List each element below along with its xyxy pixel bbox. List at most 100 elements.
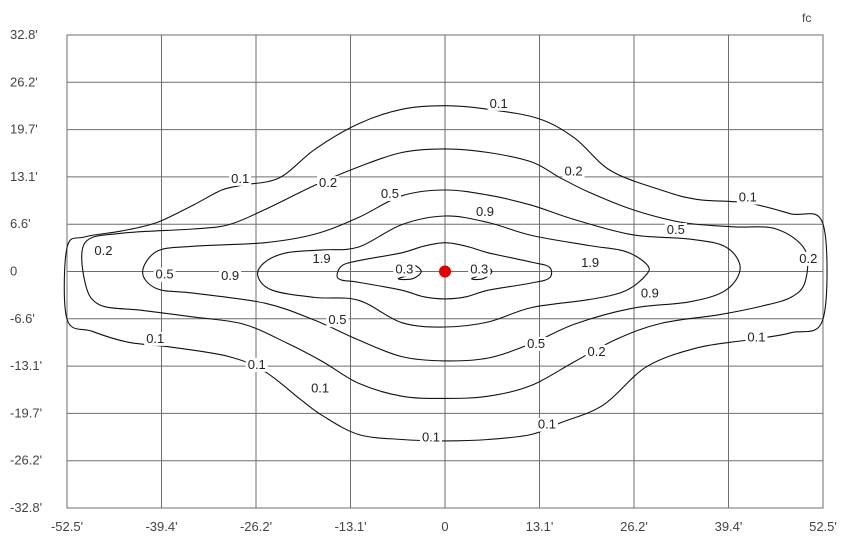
y-tick-label: 6.6' — [10, 216, 31, 231]
x-tick-label: 13.1' — [526, 519, 554, 534]
unit-label: fc — [802, 11, 811, 25]
contour-label-bg — [736, 190, 759, 205]
contour-label-text: 0.1 — [490, 96, 508, 111]
contour-label-text: 0.2 — [94, 243, 112, 258]
contour-labels: 0.1 0.1 0.1 0.1 0.1 0.1 0.1 0.1 0.1 0.2 0.2 0.2 0.2 0… — [92, 96, 820, 445]
contour-label: 0.9 — [219, 268, 242, 284]
contour-label-bg — [310, 251, 333, 266]
contour-label: 0.1 — [144, 331, 167, 346]
contour-label-bg — [153, 267, 176, 282]
y-tick-label: -6.6' — [10, 311, 35, 326]
contour-label-text: 0.5 — [328, 312, 346, 327]
contour-label-text: 0.1 — [422, 430, 440, 445]
y-tick-label: -19.7' — [10, 405, 42, 420]
y-tick-label: -13.1' — [10, 358, 42, 373]
contour-label-text: 0.1 — [739, 190, 757, 205]
contour-label-text: 0.1 — [231, 171, 249, 186]
contour-label: 0.1 — [309, 381, 332, 396]
x-tick-label: 0 — [441, 519, 448, 534]
contour-label-bg — [326, 313, 349, 328]
x-tick-label: 26.2' — [620, 519, 648, 534]
contour-label: 0.2 — [317, 175, 340, 191]
contour-label-bg — [468, 262, 491, 277]
contour-label: 0.2 — [562, 164, 585, 179]
contour-label: 0.9 — [638, 285, 661, 301]
contour-label: 0.9 — [473, 204, 497, 219]
contour-label-text: 0.3 — [395, 262, 413, 277]
contour-label: 0.1 — [487, 96, 510, 111]
contour-label-text: 1.9 — [581, 255, 599, 270]
contour-label-text: 0.9 — [476, 204, 494, 219]
contour-label-bg — [317, 176, 340, 191]
contour-label-bg — [419, 430, 443, 445]
contour-label: 0.1 — [736, 190, 759, 205]
contour-label-bg — [219, 269, 242, 284]
contour-label: 0.1 — [419, 430, 443, 445]
contour-label: 0.5 — [378, 186, 401, 201]
y-tick-label: 32.8' — [10, 27, 38, 42]
contour-label-text: 0.5 — [156, 267, 174, 282]
x-tick-label: -13.1' — [334, 519, 366, 534]
contour-label-bg — [229, 171, 252, 186]
contour-label-text: 0.1 — [146, 331, 164, 346]
contour-label-text: 0.2 — [319, 175, 337, 190]
contour-label-text: 0.5 — [527, 336, 545, 351]
contour-label-bg — [92, 243, 115, 258]
contour-label: 0.1 — [745, 329, 768, 345]
x-tick-label: -26.2' — [240, 519, 272, 534]
contour-label-bg — [393, 262, 416, 277]
contour-label-bg — [585, 344, 608, 359]
contour-label: 0.2 — [797, 251, 820, 266]
contour-label: 1.9 — [310, 251, 333, 266]
contour-label-bg — [487, 96, 510, 111]
contour-label: 0.1 — [229, 171, 252, 186]
axis-ticks: -52.5' -39.4' -26.2' -13.1' 0 13.1' 26.2' 39.4'… — [10, 27, 837, 534]
contour-label: 0.5 — [525, 336, 548, 351]
contour-label-text: 0.2 — [799, 251, 817, 266]
contour-label-text: 0.5 — [667, 222, 685, 237]
contour-label-text: 1.9 — [313, 251, 331, 266]
y-tick-label: 26.2' — [10, 74, 38, 89]
contour-label-bg — [562, 164, 585, 179]
y-tick-label: 13.1' — [10, 169, 38, 184]
contour-label: 1.9 — [579, 255, 602, 271]
contour-label-text: 0.2 — [565, 164, 583, 179]
plot-frame — [66, 34, 824, 509]
contour-label-bg — [309, 381, 332, 396]
y-tick-label: 19.7' — [10, 122, 38, 137]
contour-label: 0.3 — [393, 262, 416, 277]
contour-label-bg — [245, 357, 268, 372]
contour-label: 0.1 — [535, 417, 558, 432]
contour-label-bg — [473, 204, 497, 219]
contour-label-text: 0.1 — [747, 329, 765, 344]
contour-label-text: 0.1 — [248, 357, 266, 372]
x-tick-label: -52.5' — [51, 519, 83, 534]
y-tick-label: 0 — [10, 264, 17, 279]
contour-label-bg — [638, 286, 661, 301]
x-tick-label: 39.4' — [715, 519, 743, 534]
contour-0.9 — [257, 215, 650, 328]
contour-label-text: 0.3 — [470, 262, 488, 277]
contour-label-bg — [144, 331, 167, 346]
contour-label: 0.5 — [664, 222, 687, 238]
contour-label-bg — [579, 256, 602, 271]
contour-0.1 — [63, 105, 828, 442]
contour-0.5 — [142, 189, 741, 362]
x-tick-label: -39.4' — [145, 519, 177, 534]
contour-lines — [63, 105, 828, 442]
contour-label: 0.2 — [585, 344, 608, 359]
contour-label-text: 0.9 — [221, 268, 239, 283]
contour-label-text: 0.2 — [588, 344, 606, 359]
contour-label: 0.5 — [326, 312, 349, 328]
contour-label-bg — [664, 223, 687, 238]
contour-label-bg — [525, 336, 548, 351]
contour-label-text: 0.1 — [538, 417, 556, 432]
y-tick-label: -32.8' — [10, 500, 42, 515]
contour-label-bg — [378, 186, 401, 201]
contour-label-text: 0.9 — [641, 285, 659, 300]
contour-label: 0.5 — [153, 267, 176, 282]
contour-label: 0.2 — [92, 243, 115, 258]
contour-label-bg — [745, 330, 768, 345]
light-source-marker — [439, 265, 451, 278]
